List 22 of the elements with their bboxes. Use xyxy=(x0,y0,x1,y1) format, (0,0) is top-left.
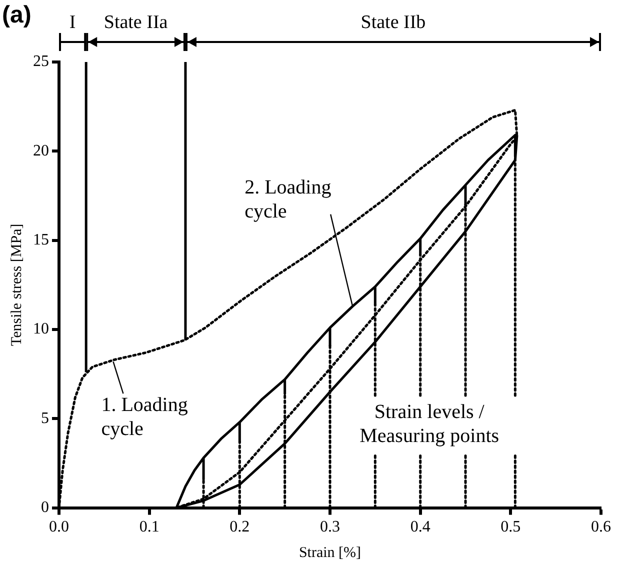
annotation: 1. Loading cycle xyxy=(101,394,188,440)
x-tick-label: 0.6 xyxy=(591,518,611,536)
text: State IIb xyxy=(360,12,426,33)
x-axis-title: Strain [%] xyxy=(298,544,362,561)
y-tick-label: 5 xyxy=(41,410,49,427)
y-tick-label: 0 xyxy=(41,499,49,516)
annotation: 2. Loading cycle xyxy=(244,176,332,223)
text: (a) xyxy=(2,2,32,29)
y-tick-label: 25 xyxy=(33,53,49,70)
text: State IIa xyxy=(104,12,168,33)
x-tick-label: 0.3 xyxy=(320,518,340,536)
text: I xyxy=(69,12,76,33)
x-tick-label: 0.1 xyxy=(139,518,160,536)
x-tick-label: 0.2 xyxy=(230,518,250,536)
y-axis-title: Tensile stress [MPa] xyxy=(8,224,25,346)
y-tick-label: 20 xyxy=(33,142,49,160)
x-tick-label: 0.0 xyxy=(49,518,69,536)
x-tick-label: 0.4 xyxy=(410,518,430,536)
x-tick-label: 0.5 xyxy=(500,518,521,536)
annotation: Strain levels / Measuring points xyxy=(360,400,500,447)
y-tick-label: 15 xyxy=(33,232,49,249)
y-tick-label: 10 xyxy=(33,320,49,338)
